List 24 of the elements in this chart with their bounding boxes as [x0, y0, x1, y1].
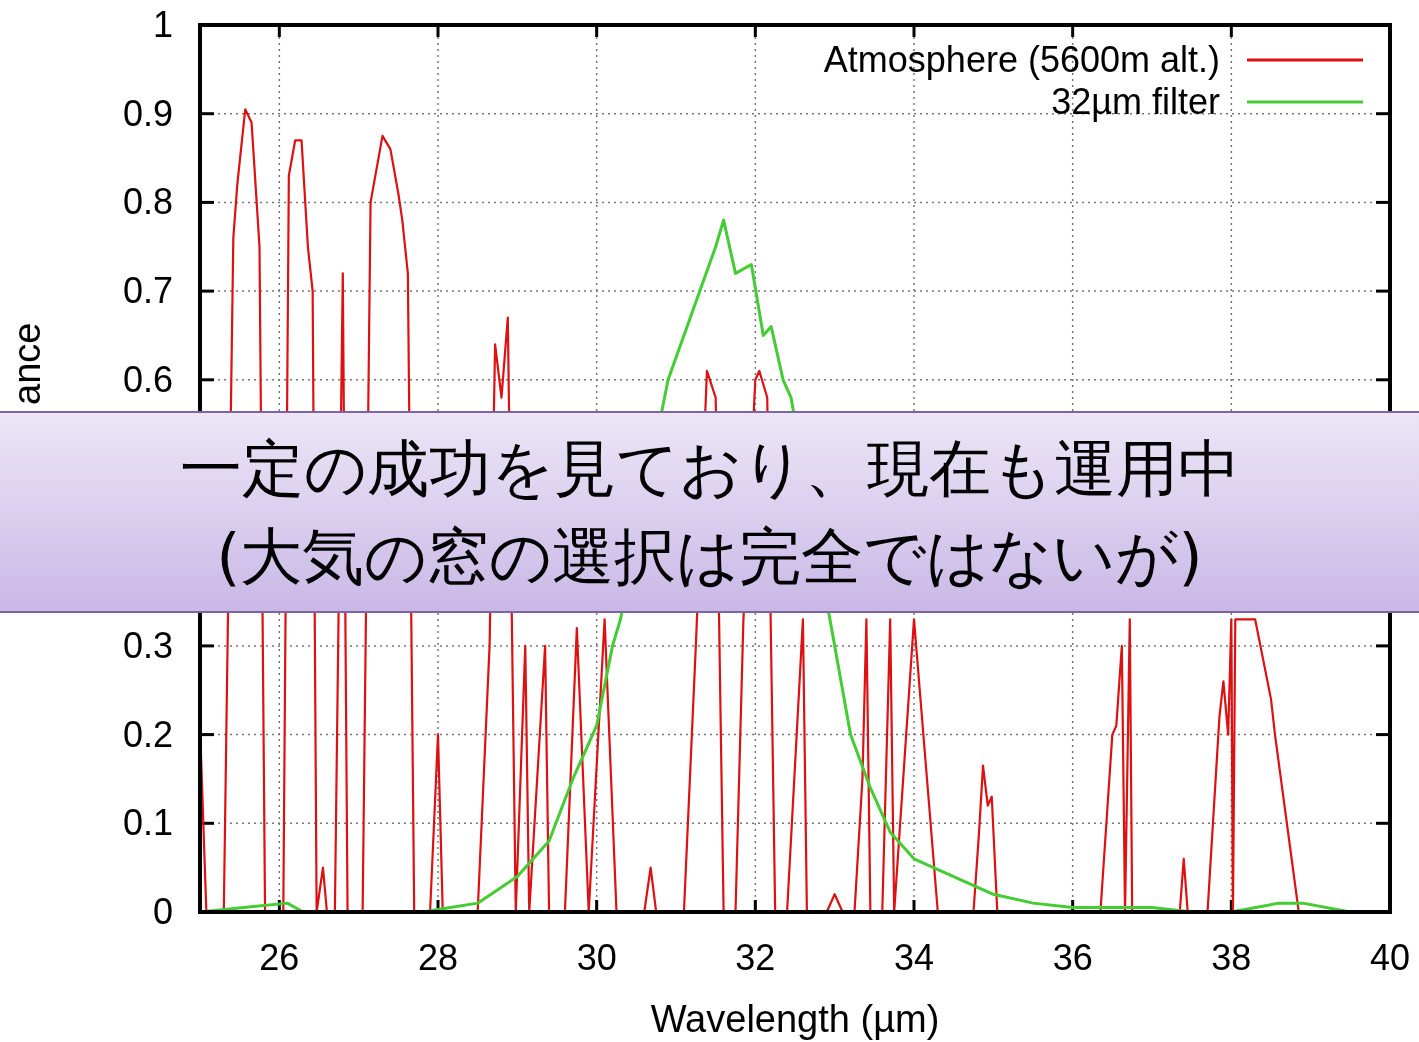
x-tick-label: 38 — [1211, 937, 1252, 978]
y-axis-title: ance — [6, 322, 48, 405]
x-tick-label: 30 — [576, 937, 617, 978]
y-tick-label: 0.3 — [122, 624, 173, 666]
y-tick-label: 0.7 — [122, 270, 173, 312]
y-tick-label: 0.8 — [122, 181, 173, 223]
y-tick-label: 1 — [152, 4, 173, 45]
x-tick-label: 26 — [259, 937, 300, 978]
x-tick-label: 34 — [893, 937, 935, 978]
legend-label: 32µm filter — [1051, 81, 1220, 122]
y-tick-label: 0.9 — [122, 92, 173, 134]
x-tick-label: 32 — [735, 937, 776, 978]
x-tick-label: 36 — [1052, 937, 1093, 978]
legend-label: Atmosphere (5600m alt.) — [823, 39, 1220, 80]
x-axis-title: Wavelength (µm) — [650, 998, 940, 1040]
x-tick-label: 28 — [417, 937, 459, 978]
x-tick-label: 40 — [1369, 937, 1411, 978]
y-tick-label: 0 — [152, 891, 173, 932]
annotation: 一定の成功を見ており、現在も運用中 — [179, 432, 1240, 505]
annotation: (大気の窓の選択は完全ではないが) — [216, 520, 1203, 593]
y-tick-label: 0.6 — [122, 358, 173, 400]
y-tick-label: 0.1 — [122, 802, 173, 844]
y-tick-label: 0.2 — [122, 713, 173, 755]
banner: 一定の成功を見ており、現在も運用中 (大気の窓の選択は完全ではないが) — [0, 411, 1419, 613]
